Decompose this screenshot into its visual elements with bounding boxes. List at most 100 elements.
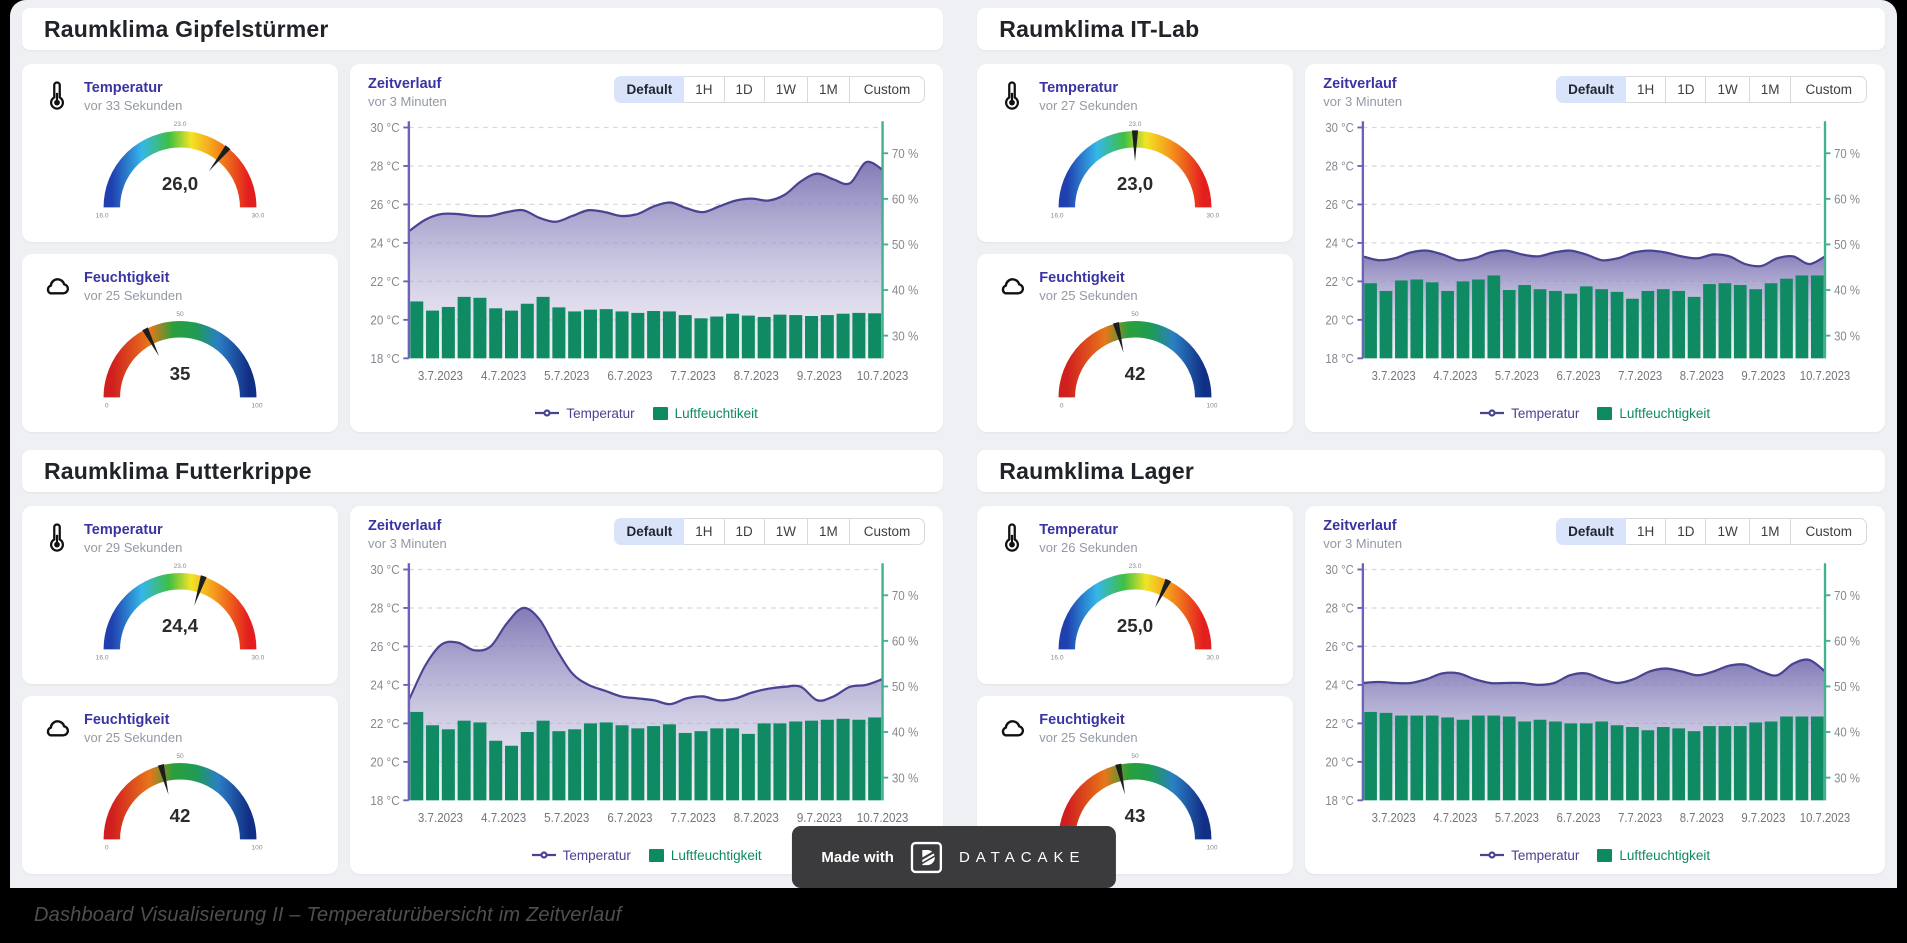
gauge-value: 24,4 — [162, 615, 199, 636]
range-button-custom[interactable]: Custom — [1791, 518, 1867, 545]
range-button-1h[interactable]: 1H — [684, 76, 725, 103]
timeseries-chart: 30 °C 28 °C 26 °C 24 °C 22 °C 20 °C 18 °C 70 % 6… — [1326, 562, 1861, 825]
gauge-arc — [103, 130, 257, 208]
range-button-default[interactable]: Default — [1556, 76, 1626, 103]
svg-text:28 °C: 28 °C — [1326, 601, 1355, 616]
humidity-gauge: 50 0 100 42 — [103, 753, 263, 851]
range-button-custom[interactable]: Custom — [1791, 76, 1867, 103]
range-button-custom[interactable]: Custom — [849, 518, 926, 545]
dashboard-grid: Raumklima Gipfelstürmer Temp — [22, 8, 1885, 874]
panel-body: Temperatur vor 33 Sekunden 23.0 16.0 30.… — [22, 64, 944, 432]
range-button-default[interactable]: Default — [614, 76, 685, 103]
range-button-1d[interactable]: 1D — [724, 76, 765, 103]
svg-text:5.7.2023: 5.7.2023 — [1495, 810, 1539, 825]
range-button-1w[interactable]: 1W — [1706, 76, 1750, 103]
svg-text:8.7.2023: 8.7.2023 — [734, 811, 779, 826]
range-button-1w[interactable]: 1W — [1706, 518, 1750, 545]
gauge-column: Temperatur vor 33 Sekunden 23.0 16.0 30.… — [22, 64, 338, 432]
svg-text:30 %: 30 % — [892, 771, 918, 786]
range-button-1m[interactable]: 1M — [1749, 518, 1792, 545]
widget-header: Temperatur vor 27 Sekunden — [997, 80, 1273, 113]
widget-header: Temperatur vor 33 Sekunden — [42, 80, 318, 113]
temperature-axis: 30 °C 28 °C 26 °C 24 °C 22 °C 20 °C 18 °C — [370, 121, 411, 366]
svg-text:50 %: 50 % — [1834, 237, 1860, 252]
svg-text:70 %: 70 % — [1834, 146, 1860, 161]
range-button-default[interactable]: Default — [1556, 518, 1626, 545]
panel-body: Temperatur vor 26 Sekunden 23.0 16.0 30.… — [977, 506, 1885, 874]
svg-text:60 %: 60 % — [1834, 634, 1860, 649]
temperature-axis: 30 °C 28 °C 26 °C 24 °C 22 °C 20 °C 18 °C — [370, 563, 411, 808]
range-button-1d[interactable]: 1D — [724, 518, 765, 545]
range-button-1d[interactable]: 1D — [1666, 518, 1707, 545]
range-button-1w[interactable]: 1W — [764, 76, 809, 103]
widget-title: Temperatur — [84, 522, 163, 538]
svg-text:30 °C: 30 °C — [1326, 120, 1355, 135]
timeseries-chart: 30 °C 28 °C 26 °C 24 °C 22 °C 20 °C 18 °C 70 % 6… — [1326, 120, 1861, 383]
chart-legend: Temperatur Luftfeuchtigkeit — [368, 844, 925, 866]
svg-text:40 %: 40 % — [1834, 725, 1860, 740]
chart-title: Zeitverlauf — [1323, 518, 1397, 534]
svg-text:8.7.2023: 8.7.2023 — [1680, 810, 1724, 825]
chart-widget: Zeitverlauf vor 3 Minuten Default 1H 1D 1W 1… — [350, 64, 944, 432]
gauge-value: 42 — [170, 805, 191, 826]
humidity-legend-item: Luftfeuchtigkeit — [648, 847, 762, 863]
widget-updated: vor 25 Sekunden — [1039, 288, 1138, 303]
range-button-1w[interactable]: 1W — [764, 518, 809, 545]
range-button-1h[interactable]: 1H — [1625, 518, 1667, 545]
svg-text:28 °C: 28 °C — [1326, 159, 1355, 174]
svg-text:26 °C: 26 °C — [370, 198, 399, 213]
widget-title: Temperatur — [84, 80, 163, 96]
chart-legend: Temperatur Luftfeuchtigkeit — [1323, 402, 1867, 424]
widget-header-text: Feuchtigkeit vor 25 Sekunden — [84, 712, 182, 745]
svg-text:30 %: 30 % — [892, 329, 918, 344]
temperature-axis: 30 °C 28 °C 26 °C 24 °C 22 °C 20 °C 18 °C — [1326, 562, 1365, 808]
widget-header: Feuchtigkeit vor 25 Sekunden — [997, 270, 1273, 303]
range-button-custom[interactable]: Custom — [849, 76, 926, 103]
gauge-needle — [1113, 322, 1124, 353]
range-button-1m[interactable]: 1M — [808, 518, 850, 545]
gauge-arc — [103, 320, 257, 398]
temperature-legend-marker-icon — [535, 409, 560, 417]
gauge-max-label: 30.0 — [252, 654, 265, 661]
widget-title: Feuchtigkeit — [1039, 270, 1125, 286]
range-button-default[interactable]: Default — [614, 518, 685, 545]
widget-header: Feuchtigkeit vor 25 Sekunden — [997, 712, 1273, 745]
humidity-axis: 70 % 60 % 50 % 40 % 30 % — [1824, 563, 1860, 801]
range-button-1h[interactable]: 1H — [684, 518, 725, 545]
svg-text:4.7.2023: 4.7.2023 — [1434, 810, 1478, 825]
svg-text:5.7.2023: 5.7.2023 — [544, 369, 589, 384]
svg-text:10.7.2023: 10.7.2023 — [1800, 810, 1851, 825]
range-button-1h[interactable]: 1H — [1625, 76, 1667, 103]
humidity-legend-marker-icon — [1597, 848, 1613, 862]
chart-updated: vor 3 Minuten — [368, 94, 447, 109]
datacake-badge[interactable]: Made with DATACAKE — [791, 826, 1116, 888]
svg-text:4.7.2023: 4.7.2023 — [1434, 368, 1478, 383]
temperature-legend-marker-icon — [1480, 851, 1505, 859]
svg-text:30 %: 30 % — [1834, 329, 1860, 344]
chart-header-text: Zeitverlauf vor 3 Minuten — [368, 76, 447, 109]
svg-text:40 %: 40 % — [892, 725, 918, 740]
gauge-column: Temperatur vor 27 Sekunden 23.0 16.0 30.… — [977, 64, 1294, 432]
humidity-axis: 70 % 60 % 50 % 40 % 30 % — [881, 563, 918, 801]
gauge-min-label: 16.0 — [96, 654, 109, 661]
gauge-top-label: 23.0 — [174, 563, 187, 570]
temperature-widget: Temperatur vor 33 Sekunden 23.0 16.0 30.… — [22, 64, 338, 242]
range-button-1m[interactable]: 1M — [1749, 76, 1792, 103]
range-button-1m[interactable]: 1M — [808, 76, 850, 103]
humidity-legend-label: Luftfeuchtigkeit — [670, 847, 762, 863]
widget-title: Feuchtigkeit — [84, 270, 170, 286]
panel-title-card: Raumklima Lager — [977, 450, 1885, 492]
gauge-top-label: 23.0 — [1129, 121, 1142, 128]
timeseries-chart: 30 °C 28 °C 26 °C 24 °C 22 °C 20 °C 18 °C 70 % 6… — [370, 563, 918, 826]
range-button-1d[interactable]: 1D — [1666, 76, 1707, 103]
gauge-min-label: 16.0 — [96, 212, 109, 219]
temperature-widget: Temperatur vor 29 Sekunden 23.0 16.0 30.… — [22, 506, 338, 684]
widget-title: Feuchtigkeit — [1039, 712, 1125, 728]
badge-made-with-label: Made with — [821, 848, 894, 866]
gauge-max-label: 100 — [1207, 844, 1218, 851]
gauge-max-label: 100 — [252, 844, 263, 851]
widget-updated: vor 25 Sekunden — [1039, 730, 1138, 745]
svg-text:7.7.2023: 7.7.2023 — [1618, 368, 1662, 383]
panel-body: Temperatur vor 27 Sekunden 23.0 16.0 30.… — [977, 64, 1885, 432]
widget-title: Temperatur — [1039, 80, 1118, 96]
